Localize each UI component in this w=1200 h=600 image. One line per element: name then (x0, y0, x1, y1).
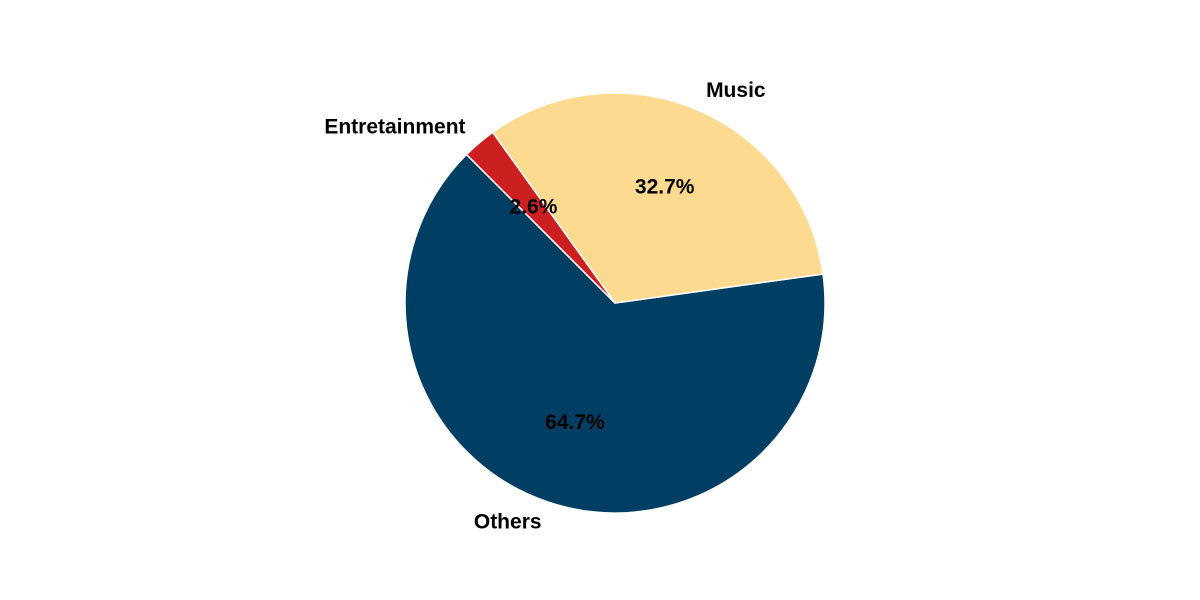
slice-label-entretainment: Entretainment (324, 115, 465, 138)
slice-label-others: Others (474, 511, 542, 534)
pie-slice-music (491, 92, 824, 304)
slice-percent-entretainment: 2.6% (510, 195, 558, 218)
slice-percent-others: 64.7% (545, 411, 605, 434)
slice-label-music: Music (706, 79, 766, 102)
slice-percent-music: 32.7% (635, 176, 695, 199)
pie-slice-others (404, 153, 826, 514)
pie-slices (404, 92, 826, 514)
pie-slice-entretainment (465, 131, 616, 304)
pie-labels: Others 64.7% Music 32.7% Entretainment 2.6% (324, 79, 766, 533)
